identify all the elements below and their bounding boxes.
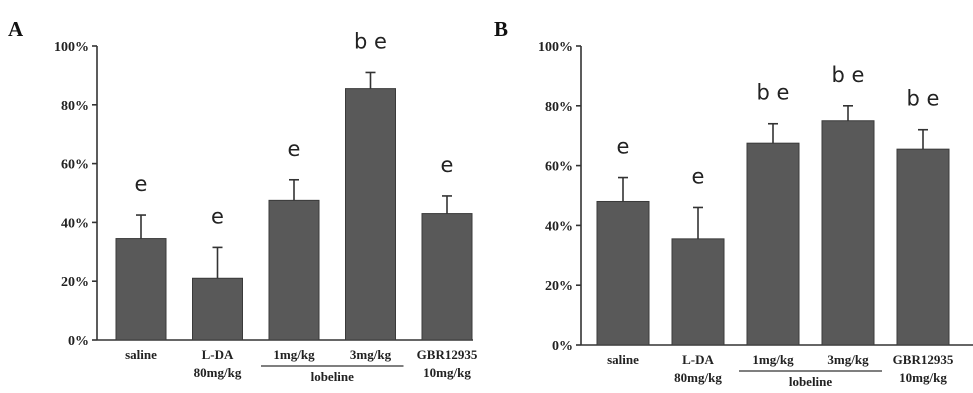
category-label: 10mg/kg (899, 370, 947, 385)
y-tick-label: 40% (545, 219, 573, 234)
bar (345, 88, 396, 341)
chart-panel-b: B 0% 20% 40% 60% 80% 100% e saline e L-DA 80mg/kg b … (494, 17, 973, 389)
significance-label: b e (757, 81, 790, 105)
significance-label: e (288, 137, 301, 161)
category-label: saline (125, 347, 157, 362)
bar (746, 142, 800, 346)
significance-label: e (692, 164, 705, 188)
category-label: 1mg/kg (752, 352, 794, 367)
category-label: GBR12935 (417, 347, 478, 362)
category-label: 3mg/kg (350, 347, 392, 362)
significance-label: e (135, 172, 148, 196)
significance-label: b e (832, 63, 865, 87)
group-label: lobeline (311, 369, 355, 384)
panel-label: B (494, 17, 508, 41)
category-label: GBR12935 (893, 352, 954, 367)
y-tick-label: 0% (552, 339, 573, 354)
y-tick-label: 60% (545, 160, 573, 175)
significance-label: e (441, 153, 454, 177)
y-tick-label: 40% (61, 216, 89, 231)
bar (821, 120, 875, 346)
y-tick-label: 60% (61, 158, 89, 173)
category-label: 10mg/kg (423, 365, 471, 380)
y-tick-label: 20% (545, 279, 573, 294)
category-label: saline (607, 352, 639, 367)
y-tick-label: 100% (538, 40, 573, 55)
bar (192, 277, 243, 341)
significance-label: e (211, 204, 224, 228)
significance-label: b e (907, 87, 940, 111)
category-label: 80mg/kg (194, 365, 242, 380)
category-label: 3mg/kg (827, 352, 869, 367)
panel-label: A (8, 17, 24, 41)
y-tick-label: 100% (54, 40, 89, 55)
bar (268, 199, 320, 341)
category-label: L-DA (682, 352, 714, 367)
bar (115, 238, 167, 341)
bar (421, 213, 473, 341)
category-label: 1mg/kg (273, 347, 315, 362)
category-label: L-DA (202, 347, 234, 362)
bar (671, 238, 725, 346)
group-label: lobeline (789, 374, 833, 389)
y-tick-label: 80% (61, 99, 89, 114)
y-tick-label: 0% (68, 334, 89, 349)
category-label: 80mg/kg (674, 370, 722, 385)
significance-label: e (617, 135, 630, 159)
y-tick-label: 80% (545, 100, 573, 115)
bar (896, 148, 950, 346)
chart-panel-a: A 0% 20% 40% 60% 80% 100% e saline e L-DA 80mg/kg e 1… (8, 17, 478, 384)
significance-label: b e (354, 29, 387, 53)
bar (596, 200, 650, 346)
y-tick-label: 20% (61, 275, 89, 290)
